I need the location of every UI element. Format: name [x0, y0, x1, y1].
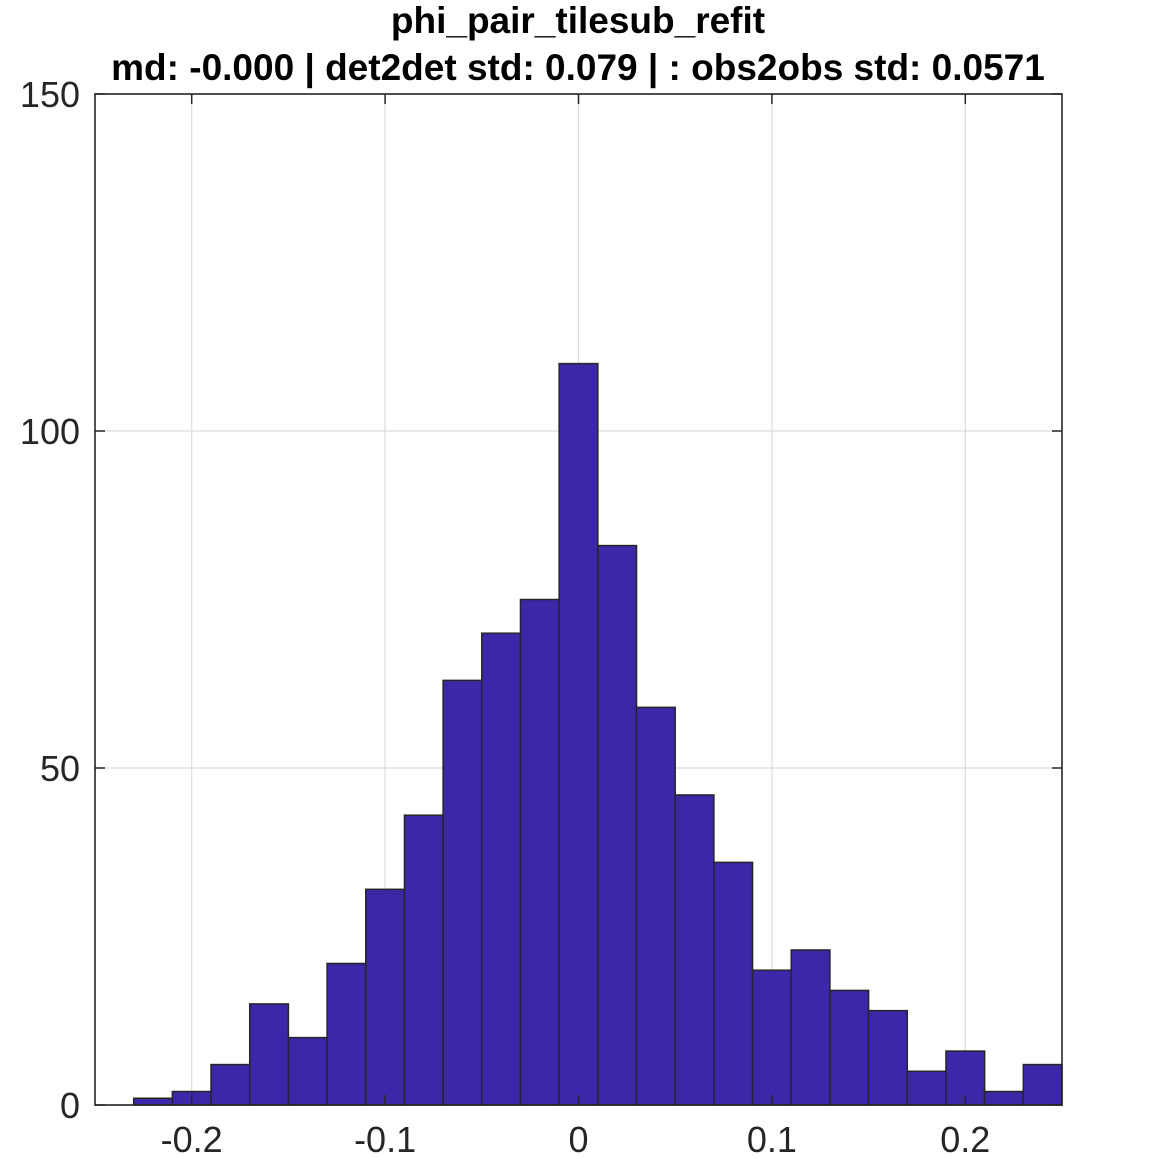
- histogram-bar-14: [635, 706, 676, 1106]
- histogram-bar-13: [597, 544, 638, 1106]
- y-tick-label-0: 0: [60, 1085, 80, 1126]
- y-tick-label-1: 50: [40, 748, 80, 789]
- histogram-bar-9: [442, 679, 483, 1106]
- histogram-bar-17: [751, 969, 792, 1106]
- histogram-bar-16: [713, 861, 754, 1106]
- x-tick-label-4: 0.2: [940, 1119, 990, 1158]
- histogram-bar-11: [519, 598, 560, 1106]
- chart-subtitle: md: -0.000 | det2det std: 0.079 | : obs2…: [111, 47, 1045, 89]
- histogram-bar-19: [829, 989, 870, 1106]
- chart-title: phi_pair_tilesub_refit: [391, 0, 765, 41]
- histogram-bar-1: [132, 1097, 174, 1106]
- histogram-bar-7: [365, 888, 406, 1106]
- histogram-bar-6: [326, 962, 367, 1106]
- y-tick-label-3: 150: [20, 74, 80, 115]
- x-tick-label-3: 0.1: [747, 1119, 797, 1158]
- histogram-bar-21: [906, 1070, 947, 1106]
- histogram-bar-5: [287, 1036, 328, 1106]
- histogram-bar-10: [481, 632, 522, 1106]
- x-tick-label-0: -0.2: [161, 1119, 223, 1158]
- histogram-bar-15: [674, 794, 715, 1106]
- histogram-bar-4: [248, 1003, 290, 1106]
- histogram-bar-23: [983, 1090, 1025, 1106]
- histogram-bar-12: [558, 362, 599, 1106]
- histogram-bar-20: [867, 1009, 909, 1106]
- histogram-bar-3: [210, 1063, 251, 1106]
- histogram-bar-8: [403, 814, 444, 1106]
- x-tick-label-2: 0: [568, 1119, 588, 1158]
- histogram-bar-24: [1022, 1063, 1063, 1106]
- x-tick-label-1: -0.1: [354, 1119, 416, 1158]
- histogram-bar-18: [790, 949, 831, 1106]
- y-tick-label-2: 100: [20, 411, 80, 452]
